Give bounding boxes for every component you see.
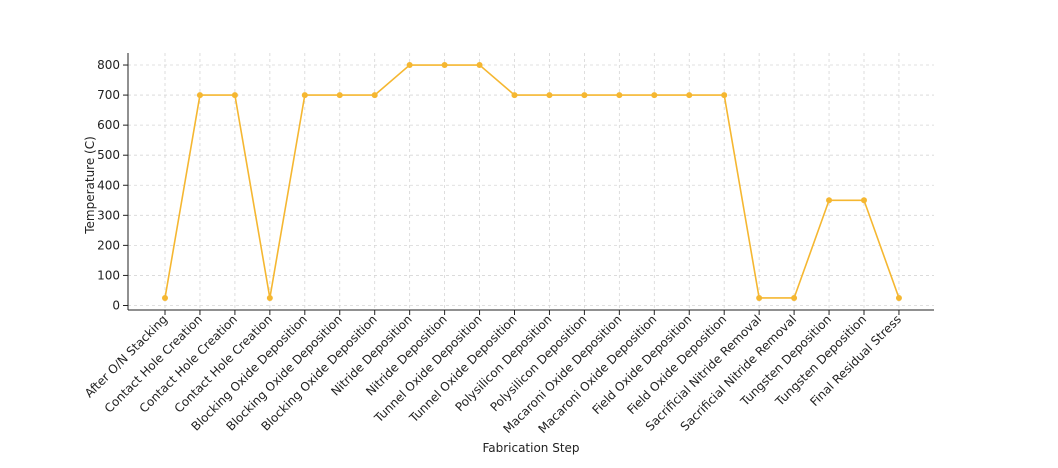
data-point xyxy=(441,62,448,69)
y-axis-ticks: 0 100 200 300 400 500 600 700 800 xyxy=(97,58,128,312)
data-point xyxy=(581,92,588,99)
data-point xyxy=(686,92,693,99)
y-tick-label: 700 xyxy=(97,88,120,102)
data-point xyxy=(162,294,168,301)
y-tick-label: 500 xyxy=(97,148,120,162)
data-point xyxy=(721,92,728,99)
data-point xyxy=(546,92,553,99)
y-axis-title: Temperature (C) xyxy=(83,136,97,235)
data-point xyxy=(266,294,273,301)
axes xyxy=(127,53,934,311)
series-line xyxy=(164,64,900,299)
y-tick-label: 600 xyxy=(97,118,120,132)
y-tick-label: 100 xyxy=(97,268,120,282)
data-point xyxy=(616,92,623,99)
data-point xyxy=(371,92,378,99)
data-point xyxy=(231,92,238,99)
data-point xyxy=(476,62,483,69)
data-point xyxy=(406,62,413,69)
data-point xyxy=(861,197,867,204)
y-tick-label: 0 xyxy=(112,298,120,312)
series-temperature xyxy=(162,62,902,301)
data-point xyxy=(756,294,763,301)
y-tick-label: 200 xyxy=(97,238,120,252)
y-tick-label: 400 xyxy=(97,178,120,192)
data-point xyxy=(301,92,308,99)
data-point xyxy=(336,92,343,99)
data-point xyxy=(791,294,798,301)
x-axis-title: Fabrication Step xyxy=(482,441,579,455)
data-point xyxy=(826,197,833,204)
data-point xyxy=(651,92,658,99)
data-point xyxy=(895,294,902,301)
y-tick-label: 300 xyxy=(97,208,120,222)
y-tick-label: 800 xyxy=(97,58,120,72)
data-point xyxy=(511,92,518,99)
data-point xyxy=(196,92,203,99)
